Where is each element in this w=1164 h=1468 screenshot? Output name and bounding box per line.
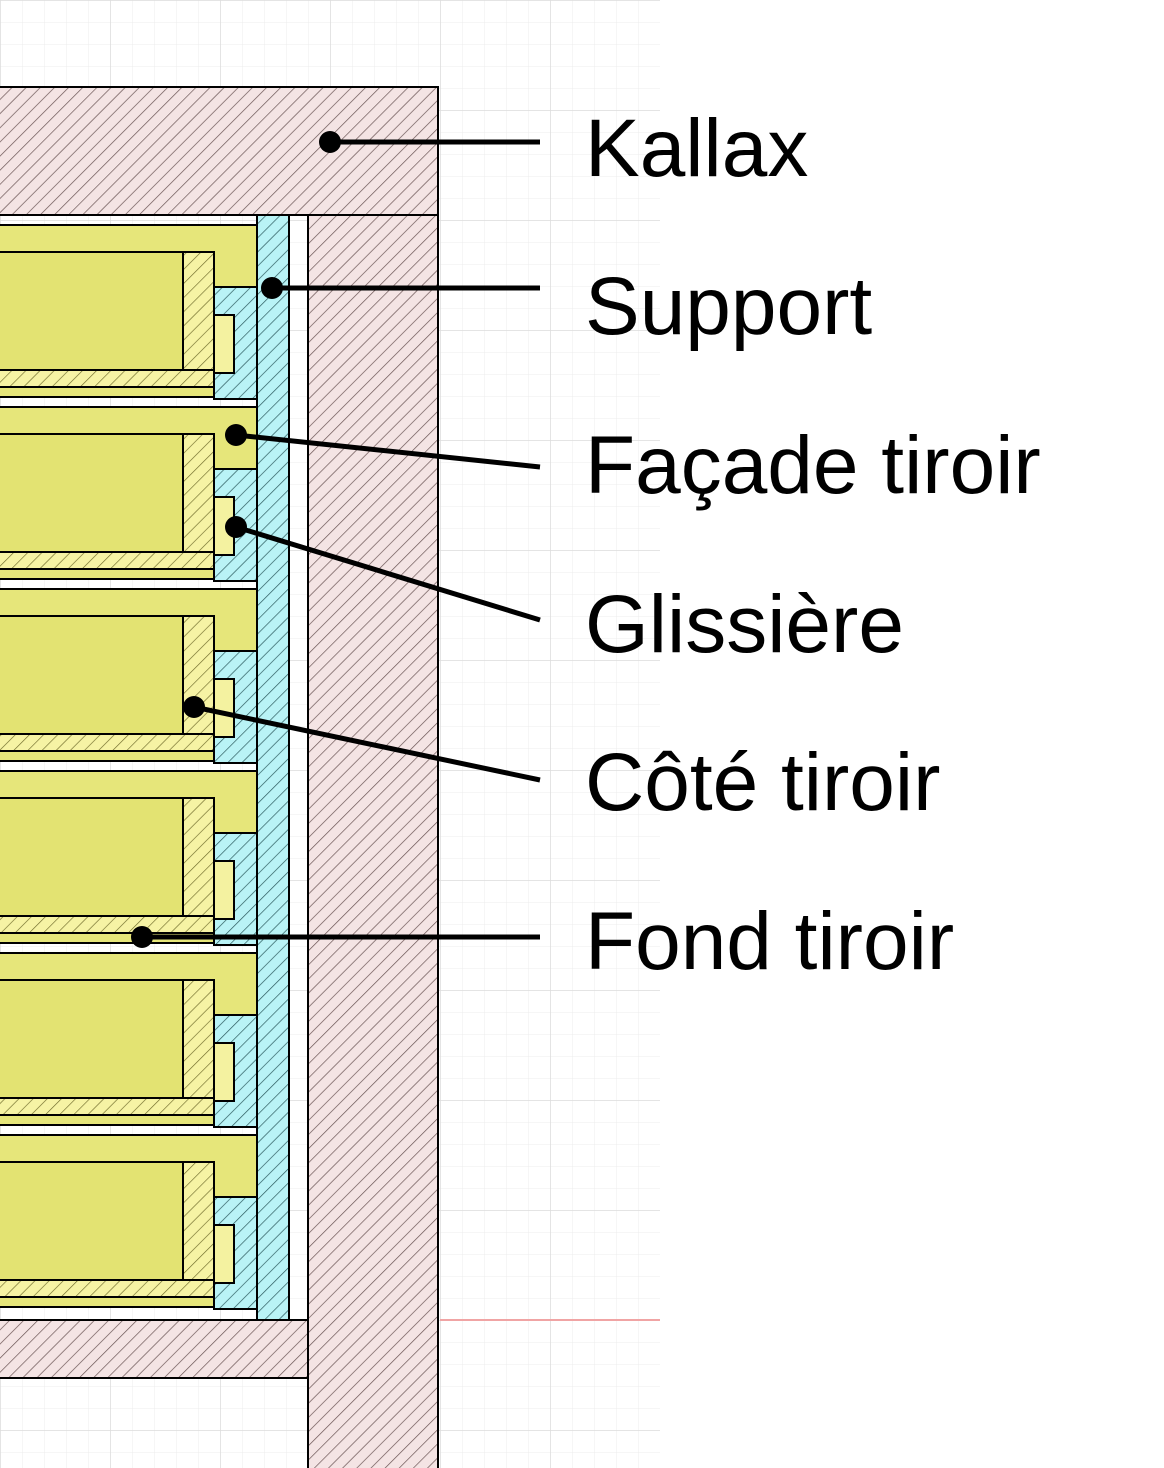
drawer-stack — [0, 224, 258, 1310]
drawer-side — [182, 251, 215, 388]
leader-facade — [235, 432, 541, 470]
drawer-bottom — [0, 1097, 215, 1116]
leader-lines — [131, 131, 541, 948]
slide-runner — [213, 678, 235, 738]
leader-cote — [193, 704, 541, 783]
leader-dot-cote — [183, 696, 205, 718]
drawer-side — [182, 433, 215, 570]
label-cote: Côté tiroir — [585, 737, 940, 828]
drawer-inner — [0, 433, 184, 553]
labels: Kallax Support Façade tiroir Glissière C… — [585, 103, 1041, 987]
drawer-inner — [0, 797, 184, 917]
leader-dot-kallax — [319, 131, 341, 153]
leader-dot-fond — [131, 926, 153, 948]
label-glissiere: Glissière — [585, 579, 904, 670]
slide-runner — [213, 314, 235, 374]
label-kallax: Kallax — [585, 103, 808, 194]
slide-runner — [213, 860, 235, 920]
label-facade: Façade tiroir — [585, 420, 1041, 511]
drawer-inner — [0, 251, 184, 371]
drawer-side — [182, 979, 215, 1116]
label-support: Support — [585, 261, 872, 352]
drawer-inner — [0, 979, 184, 1099]
leader-glissiere — [235, 524, 541, 623]
drawer-bottom — [0, 551, 215, 570]
leader-dot-support — [261, 277, 283, 299]
drawer-side — [182, 615, 215, 752]
drawer-inner — [0, 615, 184, 735]
support-plate — [256, 214, 290, 1321]
kallax-side-panel — [307, 214, 439, 1468]
drawer-bottom — [0, 369, 215, 388]
label-fond: Fond tiroir — [585, 896, 954, 987]
drawer-bottom — [0, 733, 215, 752]
drawer-bottom — [0, 915, 215, 934]
leader-dot-glissiere — [225, 516, 247, 538]
slide-runner — [213, 1224, 235, 1284]
leader-dot-facade — [225, 424, 247, 446]
drawer-side — [182, 1161, 215, 1298]
drawer-side — [182, 797, 215, 934]
drawer-bottom — [0, 1279, 215, 1298]
slide-runner — [213, 1042, 235, 1102]
kallax-bottom-panel — [0, 1319, 309, 1379]
kallax-top-panel — [0, 86, 439, 216]
drawer-inner — [0, 1161, 184, 1281]
